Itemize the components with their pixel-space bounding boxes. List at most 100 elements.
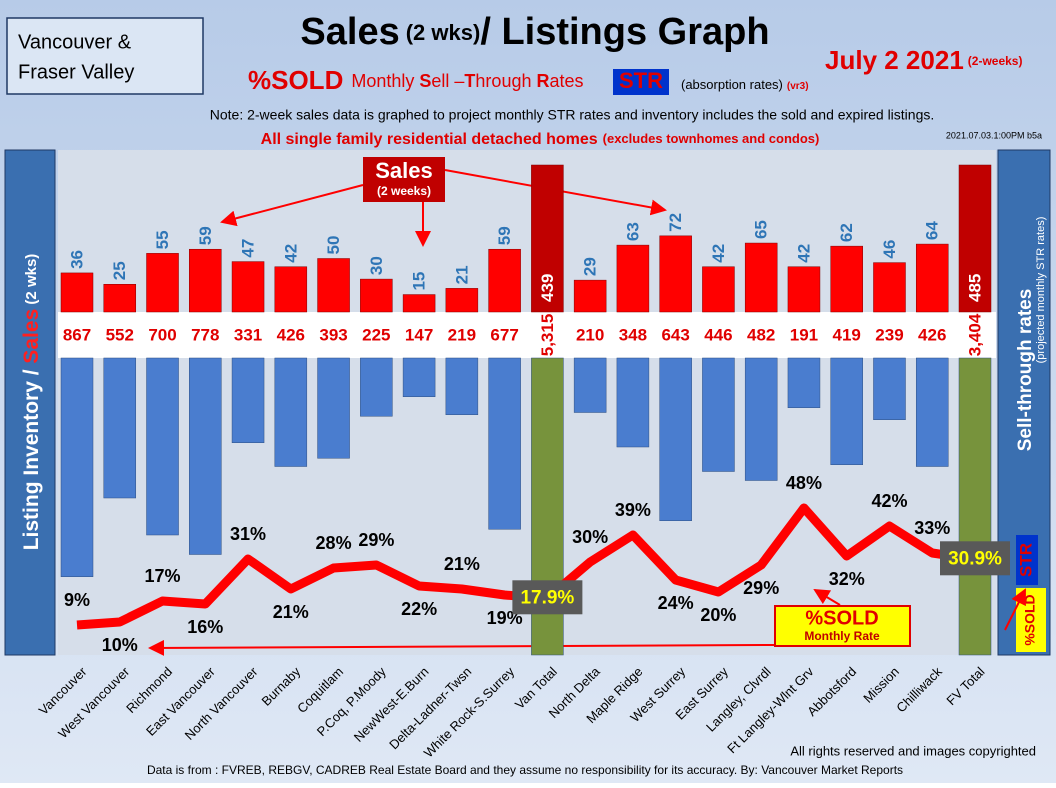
- listing-label-box: [526, 315, 569, 355]
- sales-bar: [744, 242, 778, 313]
- str-label: 21%: [444, 554, 480, 574]
- str-label: 29%: [358, 530, 394, 550]
- listing-label-box: [954, 315, 996, 355]
- listing-label: 210: [576, 325, 604, 344]
- listing-bar: [445, 357, 479, 415]
- sales-bar: [830, 245, 863, 313]
- str-label: 48%: [786, 473, 822, 493]
- listing-bar: [744, 357, 778, 481]
- sales-bar: [60, 272, 94, 313]
- str-label: 30.9%: [948, 548, 1002, 569]
- str-label: 33%: [914, 518, 950, 538]
- subtitle: %SOLD Monthly Sell –Through Rates: [248, 65, 584, 95]
- sales-bar: [274, 266, 308, 313]
- str-label: 22%: [401, 599, 437, 619]
- listing-label: 393: [319, 325, 347, 344]
- listing-bar: [402, 357, 436, 397]
- sold-callout: [774, 605, 911, 647]
- sold-callout-text: Monthly Rate: [804, 629, 880, 643]
- sales-label: 30: [367, 256, 386, 275]
- sales-bar: [915, 243, 949, 313]
- listing-label: 446: [704, 325, 732, 344]
- sales-label: 62: [837, 223, 856, 242]
- str-label: 9%: [64, 590, 90, 610]
- sales-bar: [103, 284, 137, 313]
- sales-bar: [787, 266, 821, 313]
- sales-bar: [958, 164, 992, 313]
- listing-label: 419: [833, 325, 861, 344]
- left-panel: [4, 149, 56, 656]
- region-box: [6, 17, 204, 95]
- sales-label: 21: [452, 265, 471, 284]
- sales-callout: [363, 157, 445, 202]
- sales-bar: [402, 294, 436, 313]
- sales-label: 29: [581, 257, 600, 276]
- sales-bar: [616, 244, 650, 313]
- listing-label: 677: [490, 325, 518, 344]
- sales-label: 42: [281, 244, 300, 263]
- listing-label: 147: [405, 325, 433, 344]
- listing-label: 3,404: [965, 313, 984, 356]
- listing-bar: [616, 357, 650, 448]
- subtitle-note: (absorption rates) (vr3): [681, 77, 809, 92]
- sales-bar: [231, 261, 265, 313]
- note: Note: 2-week sales data is graphed to pr…: [210, 107, 935, 123]
- timestamp: 2021.07.03.1:00PM b5a: [946, 130, 1042, 140]
- str-badge-text: STR: [1016, 543, 1035, 577]
- sales-label: 36: [67, 250, 86, 269]
- listing-label: 225: [362, 325, 390, 344]
- scope: All single family residential detached h…: [261, 131, 820, 148]
- listing-bar: [702, 357, 735, 472]
- sales-label: 42: [709, 244, 728, 263]
- str-label: 24%: [658, 593, 694, 613]
- listing-bar: [274, 357, 308, 467]
- listing-bar: [103, 357, 137, 499]
- listing-bar: [488, 357, 521, 530]
- listing-label: 426: [277, 325, 305, 344]
- sales-label: 63: [623, 222, 642, 241]
- str-badge-text: STR: [619, 68, 663, 93]
- str-badge: [613, 69, 669, 95]
- listing-bar: [317, 357, 350, 459]
- str-label: 17%: [145, 566, 181, 586]
- sales-bar: [360, 278, 393, 313]
- listing-label: 700: [148, 325, 176, 344]
- sales-bar: [573, 279, 607, 313]
- listing-label: 239: [875, 325, 903, 344]
- right-panel-text: (projected monthly STR rates): [1035, 217, 1047, 364]
- listing-bar: [360, 357, 393, 417]
- listing-bar: [659, 357, 692, 521]
- date: July 2 2021 (2-weeks): [825, 45, 1022, 75]
- sales-bar: [659, 235, 692, 313]
- region-text: Fraser Valley: [18, 61, 134, 83]
- str-label: 39%: [615, 500, 651, 520]
- str-label: 28%: [316, 533, 352, 553]
- sales-label: 46: [880, 240, 899, 259]
- listing-bar: [958, 357, 992, 656]
- str-label: 30%: [572, 527, 608, 547]
- sales-label: 72: [666, 213, 685, 232]
- sales-label: 439: [538, 274, 557, 302]
- sales-bar: [531, 164, 564, 313]
- sales-bar: [488, 248, 521, 313]
- left-panel-text: Listing Inventory / Sales (2 wks): [20, 254, 43, 551]
- chart-title: Sales (2 wks)/ Listings Graph: [300, 11, 769, 53]
- footer-source: Data is from : FVREB, REBGV, CADREB Real…: [147, 763, 903, 777]
- sold-callout-text: %SOLD: [805, 607, 878, 629]
- str-label: 21%: [273, 602, 309, 622]
- listing-label: 643: [661, 325, 689, 344]
- sales-bar: [873, 262, 906, 313]
- sales-bar: [702, 266, 735, 313]
- listing-bar: [231, 357, 265, 443]
- listing-label: 482: [747, 325, 775, 344]
- str-label: 10%: [102, 635, 138, 655]
- listing-bar: [60, 357, 94, 577]
- listing-label: 191: [790, 325, 818, 344]
- str-label: 29%: [743, 578, 779, 598]
- str-label: 42%: [871, 491, 907, 511]
- str-label: 32%: [829, 569, 865, 589]
- region-text: Vancouver &: [18, 31, 132, 53]
- str-label: 17.9%: [520, 587, 574, 608]
- str-badge: [1016, 535, 1038, 585]
- sales-bar: [317, 258, 350, 313]
